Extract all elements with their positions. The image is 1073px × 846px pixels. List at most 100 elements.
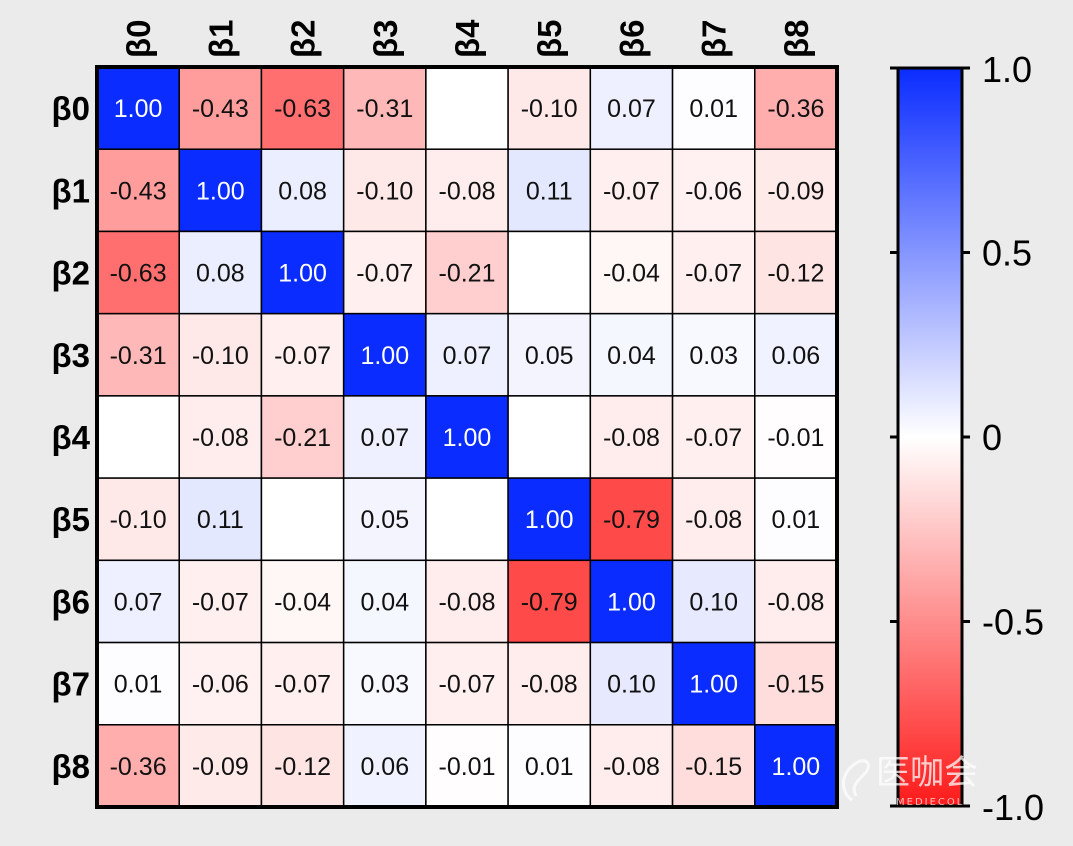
heatmap-cell: [507, 312, 592, 397]
cell-value-label: 1.00: [607, 588, 656, 616]
colorbar-tick-label: 0.5: [982, 233, 1032, 274]
heatmap-cell: [589, 724, 674, 808]
heatmap-cell: [507, 724, 592, 808]
colorbar-tick-label: -0.5: [982, 602, 1044, 643]
cell-value-label: 0.08: [196, 260, 245, 288]
heatmap-cell: [671, 395, 756, 479]
cell-value-label: -0.04: [603, 260, 660, 288]
column-label: β7: [696, 20, 733, 59]
cell-value-label: -0.07: [274, 671, 331, 699]
cell-value-label: 0.11: [526, 177, 573, 205]
column-label: β1: [202, 20, 239, 58]
heatmap-cell: [754, 641, 838, 726]
heatmap-cell: [589, 230, 674, 315]
cell-value-label: -0.09: [192, 753, 249, 781]
cell-value-label: 0.08: [278, 177, 327, 205]
cell-value-label: -0.08: [439, 588, 496, 616]
cell-value-label: -0.21: [274, 424, 331, 452]
cell-value-label: -0.08: [192, 424, 249, 452]
column-label: β3: [367, 20, 404, 59]
heatmap-cell: [671, 559, 756, 644]
cell-value-label: -0.07: [356, 260, 413, 288]
cell-value-label: 0.01: [772, 506, 821, 534]
heatmap-cell: [260, 724, 345, 808]
plot-border: [95, 65, 839, 809]
heatmap-cells: 1.00 -0.43 -0.63 -0.31 -0.10 0.07 0.01 -0.36 -0.…: [96, 66, 838, 808]
heatmap-cell: [260, 559, 345, 644]
cell-value-label: -0.63: [274, 95, 331, 123]
heatmap-cell: [178, 477, 263, 562]
cell-value-label: -0.12: [767, 260, 824, 288]
heatmap-cell: [507, 559, 592, 644]
column-label: β2: [285, 20, 322, 59]
heatmap-cell: [96, 395, 180, 479]
cell-value-label: 1.00: [196, 177, 245, 205]
cell-value-label: -0.09: [767, 177, 824, 205]
cell-value-label: 0.05: [360, 506, 409, 534]
column-label: β4: [449, 19, 486, 58]
heatmap-cell: [178, 312, 263, 397]
heatmap-cell: [178, 724, 263, 808]
heatmap-cell: [178, 230, 263, 315]
cell-value-label: -0.43: [110, 177, 167, 205]
heatmap-cell: [260, 477, 345, 562]
cell-value-label: -0.04: [274, 588, 331, 616]
cell-value-label: -0.15: [767, 671, 824, 699]
heatmap-cell: [425, 559, 509, 644]
cell-value-label: -0.12: [274, 753, 331, 781]
cell-value-label: -0.79: [603, 506, 660, 534]
heatmap-cell: [260, 312, 345, 397]
cell-value-label: -0.31: [110, 342, 167, 370]
heatmap-cell: [178, 148, 263, 233]
row-label: β3: [52, 337, 91, 374]
cell-value-label: 0.04: [360, 588, 409, 616]
cell-value-label: -0.08: [685, 506, 742, 534]
heatmap-cell: [589, 641, 674, 726]
heatmap-cell: [96, 559, 180, 644]
row-label: β2: [52, 255, 91, 292]
row-label: β8: [52, 748, 91, 785]
row-label: β1: [52, 172, 91, 209]
heatmap-cell: [589, 66, 674, 150]
colorbar-tick-label: 0: [982, 417, 1002, 458]
cell-value-label: 0.07: [607, 95, 656, 123]
cell-value-label: -0.36: [767, 95, 824, 123]
cell-value-label: -0.07: [439, 671, 496, 699]
cell-value-label: -0.08: [439, 177, 496, 205]
cell-value-label: -0.08: [521, 671, 578, 699]
column-label: β0: [120, 20, 157, 59]
cell-value-label: 1.00: [689, 671, 738, 699]
cell-value-label: 1.00: [278, 260, 327, 288]
row-label: β5: [52, 501, 91, 538]
heatmap-cell: [671, 148, 756, 233]
cell-value-label: -0.63: [110, 260, 167, 288]
cell-value-label: -0.07: [685, 424, 742, 452]
cell-value-label: -0.06: [192, 671, 249, 699]
column-label: β8: [778, 20, 815, 59]
row-label: β6: [52, 583, 91, 620]
cell-value-label: 0.01: [114, 671, 163, 699]
heatmap-cell: [507, 477, 592, 562]
cell-value-label: -0.10: [110, 506, 167, 534]
heatmap-cell: [754, 724, 838, 808]
cell-value-label: 0.04: [607, 342, 656, 370]
heatmap-cell: [178, 641, 263, 726]
cell-value-label: -0.10: [356, 177, 413, 205]
colorbar-tick-label: 1.0: [982, 49, 1032, 90]
heatmap-cell: [671, 724, 756, 808]
cell-value-label: 1.00: [772, 753, 821, 781]
cell-value-label: 1.00: [525, 506, 574, 534]
watermark-text: 医咖会: [876, 753, 978, 793]
cell-value-label: -0.10: [192, 342, 249, 370]
cell-value-label: -0.08: [603, 424, 660, 452]
row-label: β4: [52, 419, 91, 456]
heatmap-cell: [754, 230, 838, 315]
colorbar: 1.0 0.5 0 -0.5 -1.0: [890, 49, 1044, 828]
cell-value-label: 0.01: [689, 95, 738, 123]
cell-value-label: -0.15: [685, 753, 742, 781]
cell-value-label: -0.07: [685, 260, 742, 288]
cell-value-label: -0.10: [521, 95, 578, 123]
cell-value-label: 0.10: [607, 671, 656, 699]
heatmap-cell: [425, 230, 509, 315]
